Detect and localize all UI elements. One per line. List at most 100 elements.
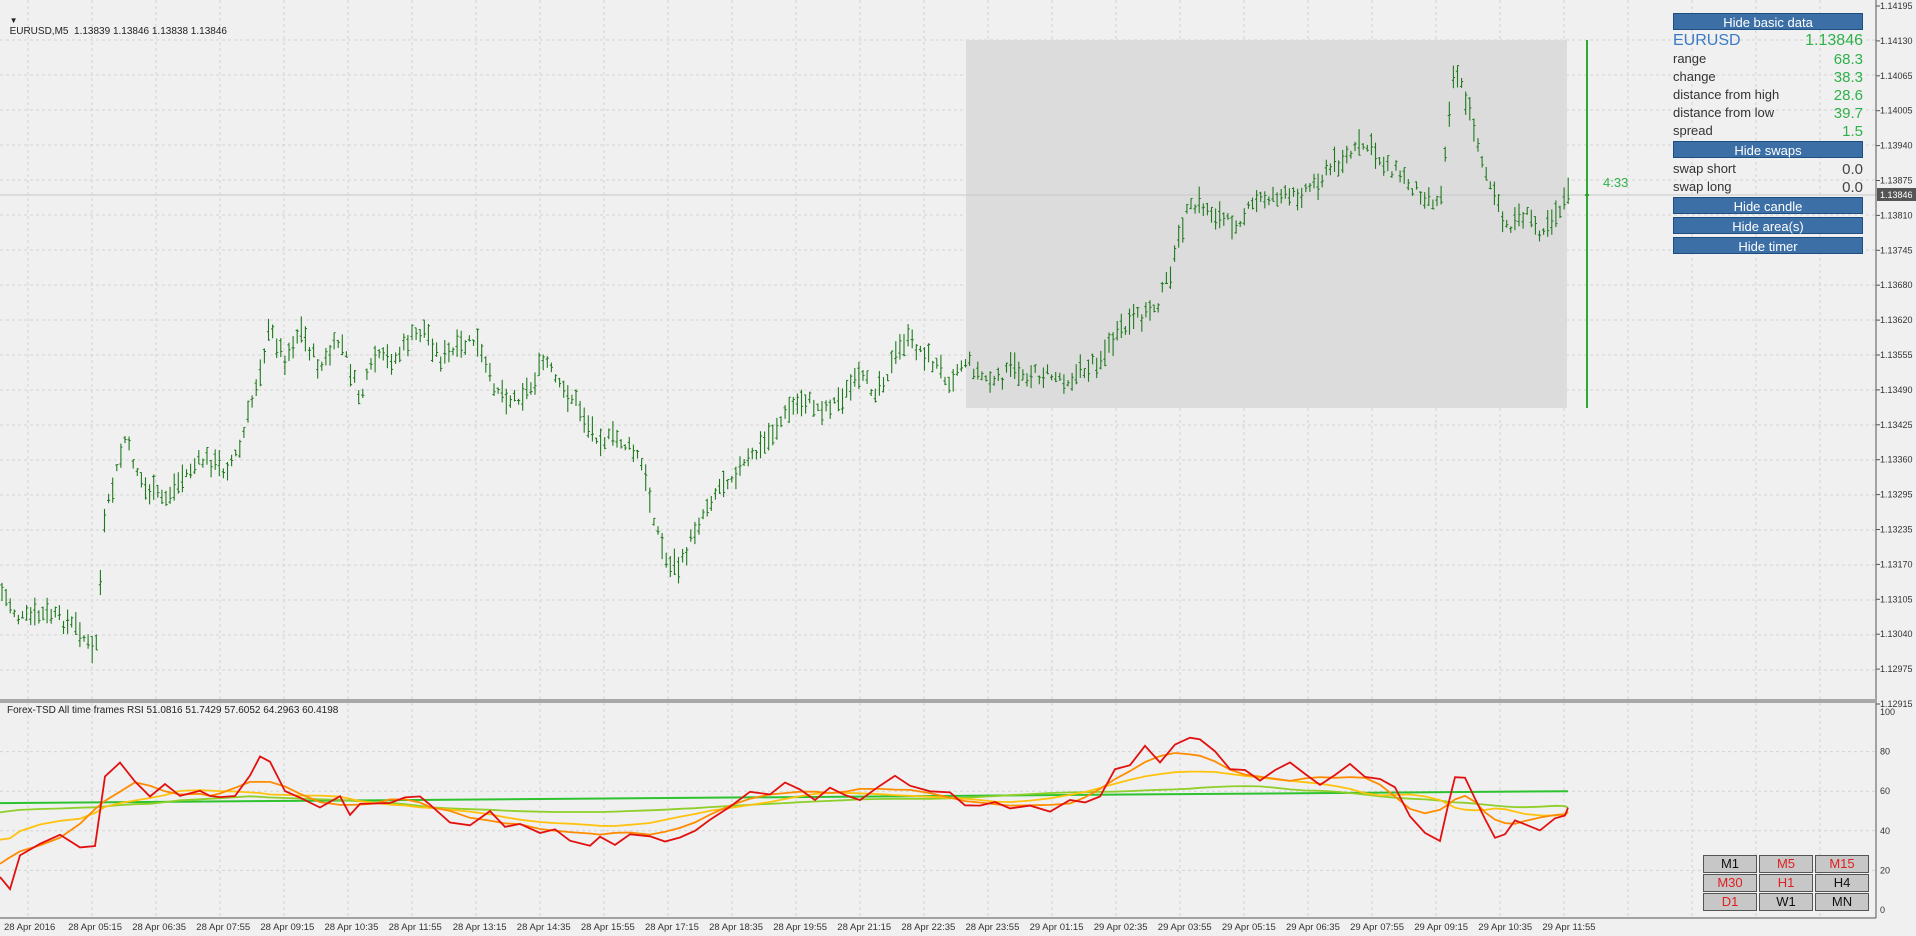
rsi-level-label: 60 xyxy=(1880,786,1890,796)
chart-header: ▼ EURUSD,M5 1.13839 1.13846 1.13838 1.13… xyxy=(4,4,227,37)
price-label: 1.12915 xyxy=(1880,699,1913,709)
price-label: 1.14130 xyxy=(1880,36,1913,46)
current-price-tag-bg xyxy=(1877,188,1916,201)
timeframe-button-m15[interactable]: M15 xyxy=(1815,855,1869,873)
time-label: 29 Apr 02:35 xyxy=(1094,922,1148,933)
price-label: 1.13360 xyxy=(1880,455,1913,465)
change-label: change xyxy=(1673,69,1716,84)
price-label: 1.13040 xyxy=(1880,629,1913,639)
price-label: 1.13680 xyxy=(1880,280,1913,290)
grid-lines xyxy=(0,0,1876,699)
swap-long-value: 0.0 xyxy=(1842,179,1863,196)
swap-long-row: swap long 0.0 xyxy=(1673,179,1863,197)
time-label: 28 Apr 07:55 xyxy=(196,922,250,933)
price-label: 1.13745 xyxy=(1880,245,1913,255)
rsi-level-label: 0 xyxy=(1880,905,1885,915)
rsi-line-d1 xyxy=(0,790,1569,805)
rsi-grid xyxy=(0,703,1876,918)
timeframe-button-h1[interactable]: H1 xyxy=(1759,874,1813,892)
panel-separator[interactable] xyxy=(0,699,1876,703)
price-label: 1.13105 xyxy=(1880,594,1913,604)
hide-areas-button[interactable]: Hide area(s) xyxy=(1673,217,1863,234)
symbol-name: EURUSD xyxy=(1673,32,1741,49)
hide-basic-data-button[interactable]: Hide basic data xyxy=(1673,13,1863,30)
time-label: 28 Apr 06:35 xyxy=(132,922,186,933)
time-label: 29 Apr 07:55 xyxy=(1350,922,1404,933)
time-label: 28 Apr 22:35 xyxy=(901,922,955,933)
rsi-level-label: 100 xyxy=(1880,707,1895,717)
rsi-line-m15 xyxy=(0,752,1569,865)
timeframe-button-m5[interactable]: M5 xyxy=(1759,855,1813,873)
distance-low-row: distance from low 39.7 xyxy=(1673,105,1863,123)
current-price-tag: 1.13846 xyxy=(1880,190,1913,200)
rsi-level-label: 80 xyxy=(1880,747,1890,757)
price-label: 1.13235 xyxy=(1880,525,1913,535)
price-label: 1.12975 xyxy=(1880,664,1913,674)
time-label: 28 Apr 11:55 xyxy=(389,922,442,933)
timeframe-button-w1[interactable]: W1 xyxy=(1759,893,1813,911)
time-label: 29 Apr 06:35 xyxy=(1286,922,1340,933)
hide-swaps-button[interactable]: Hide swaps xyxy=(1673,141,1863,158)
rsi-line-h4 xyxy=(0,785,1569,814)
hide-candle-button[interactable]: Hide candle xyxy=(1673,197,1863,214)
price-label: 1.13490 xyxy=(1880,385,1913,395)
timeframe-button-m1[interactable]: M1 xyxy=(1703,855,1757,873)
spread-label: spread xyxy=(1673,123,1713,138)
price-label: 1.13875 xyxy=(1880,176,1913,186)
timeframe-button-mn[interactable]: MN xyxy=(1815,893,1869,911)
swap-short-value: 0.0 xyxy=(1842,161,1863,178)
distance-high-label: distance from high xyxy=(1673,87,1780,102)
rsi-level-label: 40 xyxy=(1880,826,1890,836)
change-value: 38.3 xyxy=(1833,69,1863,86)
swap-short-row: swap short 0.0 xyxy=(1673,161,1863,179)
range-value: 68.3 xyxy=(1833,51,1863,68)
spread-row: spread 1.5 xyxy=(1673,123,1863,141)
timeframe-button-m30[interactable]: M30 xyxy=(1703,874,1757,892)
timeframe-button-d1[interactable]: D1 xyxy=(1703,893,1757,911)
price-label: 1.13295 xyxy=(1880,490,1913,500)
price-label: 1.14195 xyxy=(1880,1,1913,11)
change-row: change 38.3 xyxy=(1673,69,1863,87)
time-label: 28 Apr 05:15 xyxy=(68,922,122,933)
time-label: 29 Apr 10:35 xyxy=(1478,922,1532,933)
time-label: 28 Apr 2016 xyxy=(4,922,55,933)
distance-low-label: distance from low xyxy=(1673,105,1775,120)
timeframe-button-h4[interactable]: H4 xyxy=(1815,874,1869,892)
chart-symbol-ohlc: EURUSD,M5 1.13839 1.13846 1.13838 1.1384… xyxy=(9,26,227,37)
price-label: 1.14005 xyxy=(1880,106,1913,116)
time-label: 29 Apr 09:15 xyxy=(1414,922,1468,933)
price-label: 1.13620 xyxy=(1880,315,1913,325)
price-label: 1.13810 xyxy=(1880,210,1913,220)
rsi-lines xyxy=(0,736,1569,891)
rsi-line-m5 xyxy=(0,736,1569,891)
swap-short-label: swap short xyxy=(1673,161,1736,176)
hide-timer-button[interactable]: Hide timer xyxy=(1673,237,1863,254)
time-label: 28 Apr 23:55 xyxy=(966,922,1020,933)
price-label: 1.13170 xyxy=(1880,559,1913,569)
swap-long-label: swap long xyxy=(1673,179,1732,194)
distance-high-row: distance from high 28.6 xyxy=(1673,87,1863,105)
time-label: 29 Apr 11:55 xyxy=(1542,922,1595,933)
distance-low-value: 39.7 xyxy=(1833,105,1863,122)
chart-menu-arrow-icon[interactable]: ▼ xyxy=(9,16,18,25)
candle-series xyxy=(0,65,1570,664)
symbol-row: EURUSD 1.13846 xyxy=(1673,32,1863,52)
symbol-price: 1.13846 xyxy=(1805,32,1863,49)
price-label: 1.13555 xyxy=(1880,350,1913,360)
time-label: 28 Apr 10:35 xyxy=(325,922,379,933)
time-axis-labels: 28 Apr 2016 28 Apr 05:15 28 Apr 06:35 28 Ap… xyxy=(4,922,1596,933)
time-label: 28 Apr 21:15 xyxy=(837,922,891,933)
rsi-level-labels: 100 80 60 40 20 0 xyxy=(1880,707,1895,915)
price-label: 1.13425 xyxy=(1880,420,1913,430)
time-label: 29 Apr 05:15 xyxy=(1222,922,1276,933)
range-row: range 68.3 xyxy=(1673,51,1863,69)
time-label: 29 Apr 03:55 xyxy=(1158,922,1212,933)
time-label: 28 Apr 15:55 xyxy=(581,922,635,933)
price-axis-labels: 1.14195 1.14130 1.14065 1.14005 1.13940 1.138… xyxy=(1876,1,1913,709)
range-label: range xyxy=(1673,51,1707,66)
price-label: 1.13940 xyxy=(1880,141,1913,151)
price-label: 1.14065 xyxy=(1880,71,1913,81)
time-label: 28 Apr 17:15 xyxy=(645,922,699,933)
rsi-header: Forex-TSD All time frames RSI 51.0816 51… xyxy=(7,705,339,716)
